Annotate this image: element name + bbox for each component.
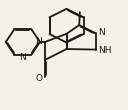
Text: N: N xyxy=(19,53,26,62)
Text: N: N xyxy=(35,38,42,46)
Text: N: N xyxy=(98,28,105,37)
Text: NH: NH xyxy=(98,46,112,55)
Text: O: O xyxy=(35,73,42,82)
